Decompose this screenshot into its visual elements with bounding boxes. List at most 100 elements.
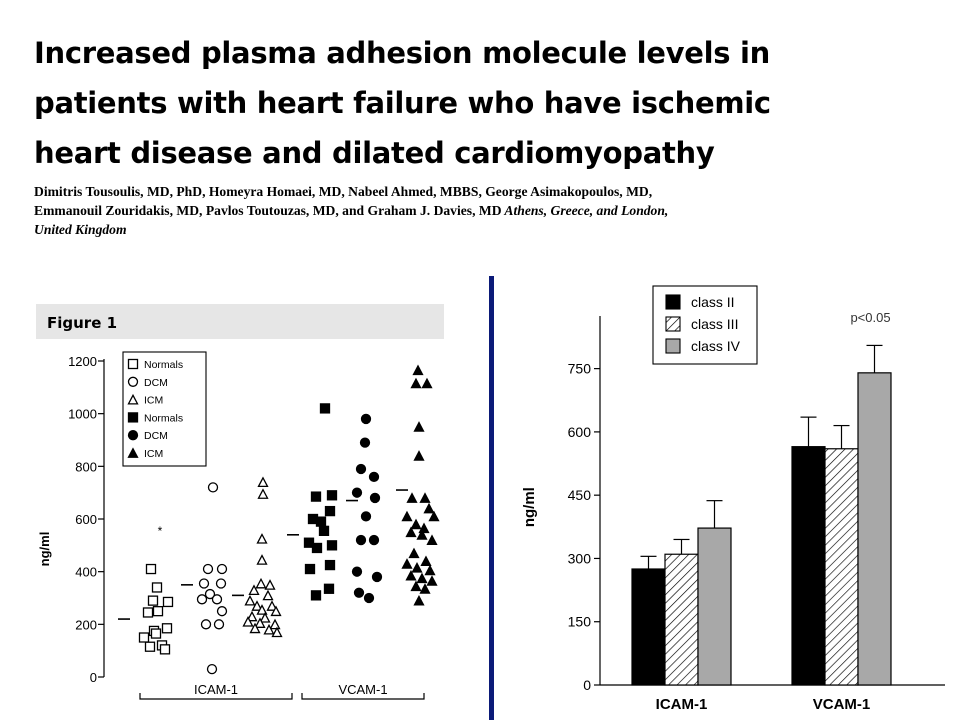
data-point <box>413 594 425 606</box>
data-point <box>318 525 330 537</box>
data-point <box>426 534 438 545</box>
data-point <box>254 617 266 628</box>
y-tick-label: 600 <box>75 512 97 527</box>
authors-line: United Kingdom <box>34 220 934 239</box>
data-point <box>196 594 208 605</box>
data-point <box>255 577 267 589</box>
data-point <box>419 492 431 503</box>
data-point <box>411 562 423 573</box>
legend-label: DCM <box>144 430 168 442</box>
data-point <box>257 476 269 488</box>
data-point <box>215 578 227 589</box>
data-point <box>161 623 173 634</box>
y-tick-label: 450 <box>568 487 592 503</box>
data-point <box>251 600 263 611</box>
data-point <box>326 490 338 501</box>
data-point <box>405 569 417 581</box>
figure-label: Figure 1 <box>47 314 117 332</box>
legend-label: Normals <box>144 359 183 371</box>
legend-label: class II <box>691 294 735 310</box>
data-point <box>405 526 417 538</box>
author-list: Dimitris Tousoulis, MD, PhD, Homeyra Hom… <box>34 182 934 239</box>
data-point <box>351 487 363 498</box>
legend-label: ICM <box>144 395 163 407</box>
y-axis-label: ng/ml <box>37 532 52 567</box>
y-tick-label: 150 <box>568 614 592 630</box>
data-point <box>324 505 336 517</box>
bar-plot-area: 0 150 300 450 600 750 ng/ml ICAM-1 VCAM-1 p<0.05 c… <box>521 285 945 713</box>
data-point <box>416 529 428 540</box>
data-point <box>248 584 260 596</box>
data-point <box>269 618 281 630</box>
data-point <box>150 628 162 639</box>
data-point <box>256 604 268 615</box>
legend-marker <box>127 447 139 458</box>
title-line: heart disease and dilated cardiomyopathy <box>34 136 715 170</box>
significance-marker: * <box>158 524 163 538</box>
data-point <box>138 632 150 643</box>
data-point <box>311 542 323 554</box>
data-point <box>257 488 269 499</box>
legend-box <box>122 351 207 467</box>
legend-marker <box>127 358 139 370</box>
bar <box>697 527 732 686</box>
authors-line: Emmanouil Zouridakis, MD, Pavlos Toutouz… <box>34 201 934 220</box>
legend-swatch <box>665 338 681 354</box>
data-point <box>264 579 276 590</box>
title-line: patients with heart failure who have isc… <box>34 86 771 120</box>
data-point <box>355 463 367 475</box>
legend-label: Normals <box>144 412 183 424</box>
data-point <box>242 616 254 627</box>
data-point <box>216 606 228 617</box>
data-point <box>263 623 275 635</box>
legend-marker <box>127 430 139 441</box>
data-point <box>363 592 375 604</box>
data-point <box>413 450 425 461</box>
data-point <box>246 610 258 622</box>
data-point <box>147 595 159 606</box>
data-point <box>410 518 422 530</box>
slide-divider <box>489 276 494 720</box>
data-point <box>152 606 164 617</box>
group-bracket <box>139 693 293 700</box>
data-point <box>144 641 156 652</box>
data-point <box>249 622 261 634</box>
legend-label: DCM <box>144 377 168 389</box>
legend-label: class IV <box>691 338 741 354</box>
data-point <box>351 566 363 577</box>
y-tick-label: 400 <box>75 565 97 580</box>
title-line: Increased plasma adhesion molecule level… <box>34 36 771 70</box>
data-point <box>360 413 372 425</box>
x-category-label: ICAM-1 <box>656 696 708 713</box>
data-point <box>216 563 228 575</box>
bar-chart: 0 150 300 450 600 750 ng/ml ICAM-1 VCAM-1 p<0.05 c… <box>521 285 945 713</box>
data-point <box>204 588 216 600</box>
data-point <box>419 583 431 594</box>
data-point <box>408 547 420 559</box>
authors-line: Dimitris Tousoulis, MD, PhD, Homeyra Hom… <box>34 184 653 199</box>
authors-affiliation: Athens, Greece, and London, <box>501 203 669 218</box>
data-point <box>368 534 380 546</box>
data-point <box>368 471 380 483</box>
group-bracket <box>301 693 425 700</box>
data-point <box>426 575 438 586</box>
y-tick-label: 0 <box>90 670 97 685</box>
data-point <box>266 600 278 611</box>
bar <box>631 568 666 686</box>
data-point <box>406 492 418 503</box>
data-point <box>410 377 422 389</box>
legend-marker <box>127 412 139 423</box>
y-tick-label: 800 <box>75 459 97 474</box>
data-point <box>200 619 212 630</box>
data-point <box>401 558 413 569</box>
data-point <box>206 663 218 675</box>
data-point <box>416 572 428 584</box>
data-point <box>310 491 322 502</box>
scatter-chart: Figure 1 0 200 400 600 800 1000 1200 ng/ml ICAM-… <box>36 304 444 700</box>
data-point <box>271 626 283 638</box>
data-point <box>244 594 256 606</box>
data-point <box>371 571 383 583</box>
data-point <box>207 482 219 493</box>
figure-label-band <box>36 304 444 339</box>
data-point <box>303 537 315 548</box>
